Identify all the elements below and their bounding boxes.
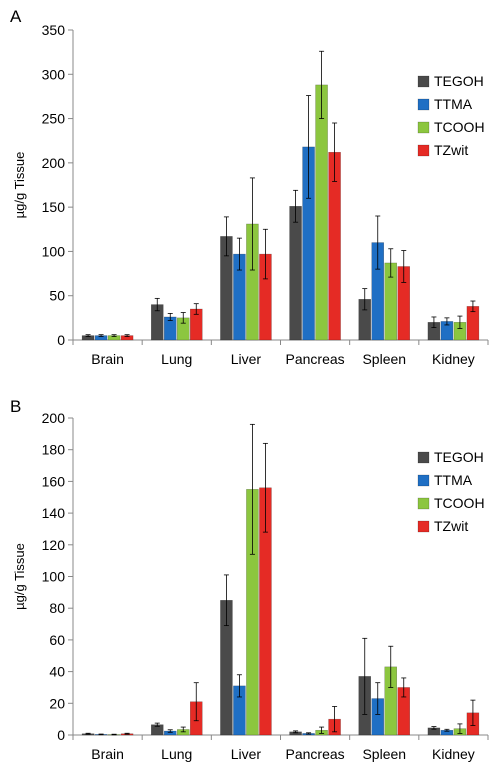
bar-chart-b: Bµg/g Tissue 0 20 40 60 80 100 120 140 160 180 200 B… (10, 397, 489, 762)
x-tick-label: Brain (91, 351, 124, 367)
legend-label: TCOOH (434, 495, 485, 511)
x-tick-label: Liver (231, 746, 262, 762)
legend-swatch-tzwit (417, 520, 430, 533)
x-tick-label: Liver (231, 351, 262, 367)
x-tick-label: Spleen (362, 351, 406, 367)
y-tick-label: 300 (42, 66, 66, 82)
legend-label: TTMA (434, 472, 473, 488)
legend-swatch-ttma (417, 98, 430, 111)
legend-label: TZwit (434, 518, 468, 534)
y-tick-label: 150 (42, 199, 66, 215)
y-tick-label: 0 (57, 332, 65, 348)
bar-chart-a: Aµg/g Tissue 0 50 100 150 200 250 300 350 Brain Lu… (10, 7, 489, 367)
legend-swatch-tegoh (417, 451, 430, 464)
bar-tegoh-pancreas (289, 206, 302, 341)
y-tick-label: 60 (49, 632, 65, 648)
y-tick-label: 120 (42, 537, 66, 553)
y-axis-label: µg/g Tissue (12, 152, 27, 219)
bar-tcooh-pancreas (315, 84, 328, 341)
legend-swatch-tcooh (417, 121, 430, 134)
y-tick-label: 250 (42, 111, 66, 127)
y-tick-label: 100 (42, 569, 66, 585)
x-tick-label: Brain (91, 746, 124, 762)
y-tick-label: 180 (42, 442, 66, 458)
legend-swatch-tegoh (417, 75, 430, 88)
x-tick-label: Pancreas (286, 746, 345, 762)
y-tick-label: 100 (42, 243, 66, 259)
legend-label: TEGOH (434, 449, 484, 465)
legend-swatch-ttma (417, 474, 430, 487)
y-tick-label: 140 (42, 505, 66, 521)
x-tick-label: Lung (161, 351, 192, 367)
y-axis-label: µg/g Tissue (12, 543, 27, 610)
y-tick-label: 80 (49, 600, 65, 616)
y-tick-label: 0 (57, 727, 65, 743)
panel-label: B (10, 397, 21, 416)
panel-label: A (10, 7, 22, 26)
y-tick-label: 20 (49, 695, 65, 711)
y-tick-label: 200 (42, 155, 66, 171)
x-tick-label: Pancreas (286, 351, 345, 367)
y-tick-label: 50 (49, 288, 65, 304)
x-tick-label: Lung (161, 746, 192, 762)
x-tick-label: Kidney (432, 351, 475, 367)
legend-label: TEGOH (434, 73, 484, 89)
legend-label: TCOOH (434, 119, 485, 135)
legend-swatch-tzwit (417, 144, 430, 157)
legend-label: TZwit (434, 142, 468, 158)
y-tick-label: 200 (42, 410, 66, 426)
legend-swatch-tcooh (417, 497, 430, 510)
x-tick-label: Spleen (362, 746, 406, 762)
y-tick-label: 40 (49, 664, 65, 680)
y-tick-label: 350 (42, 22, 66, 38)
x-tick-label: Kidney (432, 746, 475, 762)
legend-label: TTMA (434, 96, 473, 112)
y-tick-label: 160 (42, 473, 66, 489)
